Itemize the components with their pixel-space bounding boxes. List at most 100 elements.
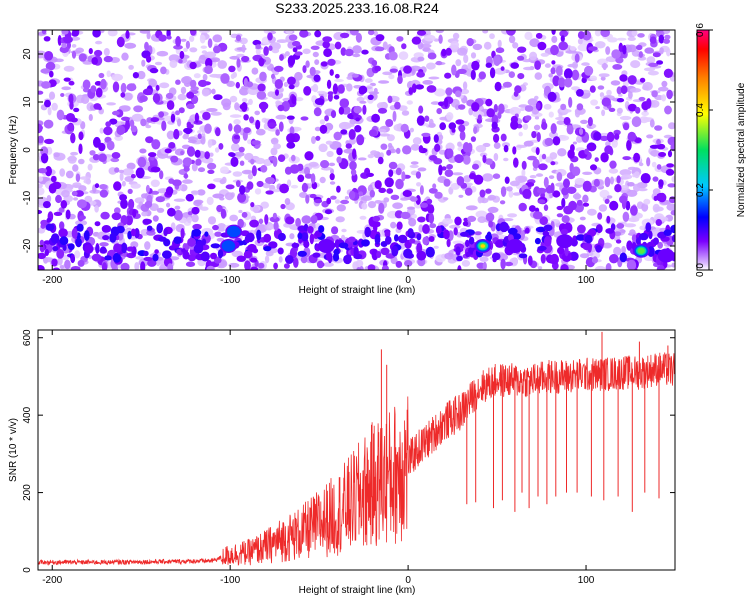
heatmap-blob xyxy=(537,199,546,204)
heatmap-blob xyxy=(543,224,553,232)
heatmap-blob xyxy=(56,249,65,259)
heatmap-speckle xyxy=(544,63,551,68)
heatmap-blob xyxy=(110,157,120,163)
heatmap-blob xyxy=(495,47,505,54)
heatmap-speckle xyxy=(334,79,344,82)
heatmap-blob xyxy=(120,262,130,270)
heatmap-blob xyxy=(536,187,547,194)
heatmap-speckle xyxy=(122,168,134,176)
heatmap-blob xyxy=(210,252,217,260)
heatmap-blob xyxy=(297,174,305,183)
heatmap-blob xyxy=(416,71,425,78)
heatmap-blob xyxy=(402,145,412,155)
heatmap-peak xyxy=(474,239,492,253)
heatmap-speckle xyxy=(99,127,104,134)
heatmap-blob xyxy=(113,243,122,253)
heatmap-speckle xyxy=(599,189,610,199)
heatmap-blob xyxy=(541,153,547,160)
heatmap-blob xyxy=(658,34,665,44)
heatmap-blob xyxy=(518,202,527,212)
y-tick-label: 0 xyxy=(22,567,33,573)
heatmap-blob xyxy=(75,237,82,248)
heatmap-blob xyxy=(180,228,185,239)
heatmap-speckle xyxy=(463,54,469,64)
heatmap-speckle xyxy=(334,199,341,204)
heatmap-speckle xyxy=(382,71,393,76)
heatmap-blob xyxy=(286,115,295,120)
heatmap-blob xyxy=(527,155,537,161)
heatmap-speckle xyxy=(576,135,583,143)
heatmap-blob xyxy=(339,98,350,108)
heatmap-blob xyxy=(395,178,404,190)
heatmap-blob xyxy=(100,78,107,90)
heatmap-blob xyxy=(438,34,443,44)
heatmap-speckle xyxy=(666,203,675,211)
heatmap-speckle xyxy=(610,80,621,86)
heatmap-blob xyxy=(538,163,548,171)
heatmap-blob xyxy=(563,178,570,189)
heatmap-blob xyxy=(358,88,366,95)
heatmap-blob xyxy=(250,202,255,208)
heatmap-speckle xyxy=(529,175,537,179)
heatmap-blob xyxy=(349,30,359,36)
heatmap-blob xyxy=(552,136,561,146)
heatmap-speckle xyxy=(595,106,600,110)
heatmap-blob xyxy=(41,81,51,89)
heatmap-blob xyxy=(574,53,580,63)
heatmap-blob xyxy=(411,36,422,45)
heatmap-speckle xyxy=(521,168,526,177)
heatmap-speckle xyxy=(638,162,644,167)
heatmap-blob xyxy=(582,194,589,203)
heatmap-speckle xyxy=(619,169,632,176)
heatmap-blob xyxy=(207,169,215,174)
heatmap-blob xyxy=(525,182,535,187)
heatmap-blob xyxy=(256,90,267,100)
heatmap-blob xyxy=(204,231,209,237)
heatmap-speckle xyxy=(67,155,77,164)
heatmap-blob xyxy=(371,59,378,67)
heatmap-speckle xyxy=(325,140,333,145)
heatmap-speckle xyxy=(233,119,241,125)
heatmap-blob xyxy=(584,65,594,76)
heatmap-blob xyxy=(333,95,340,100)
heatmap-blob xyxy=(164,148,172,154)
heatmap-blob xyxy=(561,215,570,224)
heatmap-blob xyxy=(334,239,341,249)
heatmap-blob xyxy=(648,62,659,67)
heatmap-blob xyxy=(52,267,61,270)
heatmap-blob xyxy=(45,166,52,177)
heatmap-blob xyxy=(561,252,572,262)
heatmap-blob xyxy=(220,208,227,219)
heatmap-blob xyxy=(353,246,359,257)
heatmap-speckle xyxy=(493,153,499,161)
heatmap-blob xyxy=(493,133,500,143)
heatmap-speckle xyxy=(387,142,393,149)
heatmap-blob xyxy=(180,150,185,156)
heatmap-speckle xyxy=(649,119,655,128)
heatmap-blob xyxy=(498,103,505,114)
heatmap-blob xyxy=(386,149,392,156)
heatmap-blob xyxy=(646,98,652,109)
heatmap-speckle xyxy=(57,256,63,266)
heatmap-blob xyxy=(99,184,108,190)
heatmap-blob xyxy=(551,60,556,65)
heatmap-blob xyxy=(309,193,317,199)
heatmap-blob xyxy=(570,202,577,210)
heatmap-blob xyxy=(59,45,69,54)
heatmap-speckle xyxy=(444,252,454,260)
heatmap-blob xyxy=(541,121,548,130)
heatmap-blob xyxy=(71,227,78,239)
heatmap-speckle xyxy=(608,168,619,174)
heatmap-speckle xyxy=(121,52,129,61)
heatmap-blob xyxy=(486,231,492,242)
heatmap-speckle xyxy=(668,122,675,130)
heatmap-blob xyxy=(540,253,546,264)
heatmap-blob xyxy=(187,211,193,216)
heatmap-blob xyxy=(426,85,437,93)
heatmap-speckle xyxy=(322,262,334,267)
heatmap-blob xyxy=(387,95,393,104)
heatmap-blob xyxy=(91,57,98,65)
heatmap-blob xyxy=(645,222,652,233)
heatmap-blob xyxy=(329,69,334,76)
heatmap-blob xyxy=(622,44,627,55)
